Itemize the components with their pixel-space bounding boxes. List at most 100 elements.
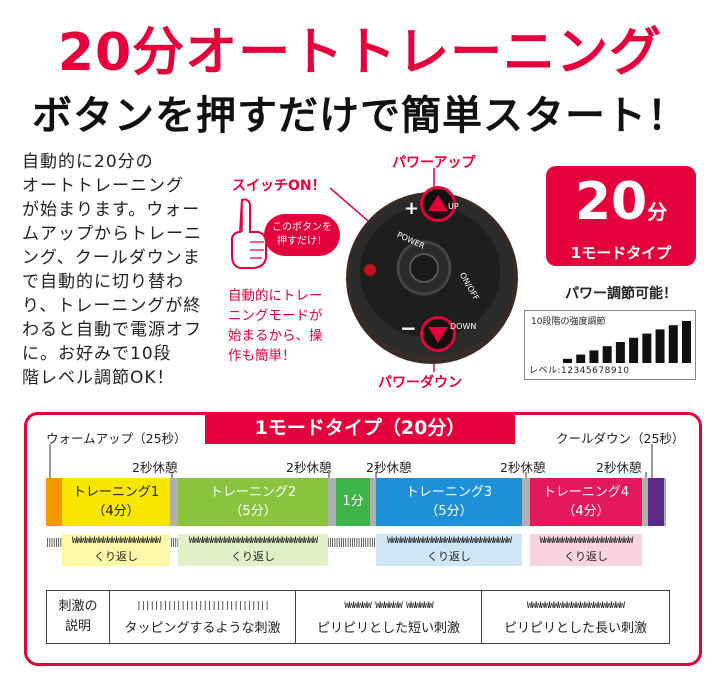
down-triangle-icon — [428, 327, 448, 343]
bubble-line: このボタンを — [272, 222, 332, 233]
mode-badge: 20分 1モードタイプ — [546, 166, 696, 266]
legend-item-text: タッピングするような刺激 — [124, 621, 281, 636]
power-button[interactable] — [410, 254, 438, 282]
intro-line: り、トレーニングが終 — [22, 296, 202, 316]
main-title: 20分オートトレーニング — [57, 23, 663, 83]
segment-training-3: トレーニング3 （5分） — [376, 478, 522, 526]
repeat-label: くり返し — [231, 550, 275, 563]
mode-number: 20分 — [546, 172, 696, 242]
segment-training-1: トレーニング1 （4分） — [62, 478, 170, 526]
level-bar — [642, 333, 652, 363]
auto-note: 自動的にトレー ニングモードが 始まるから、操 作も簡単！ — [228, 286, 323, 366]
intro-line: 自動的に20分の — [22, 152, 154, 172]
rest-label: 2秒休憩 — [500, 460, 546, 475]
legend-label-line: 刺激の — [58, 599, 98, 614]
minus-mark: − — [400, 316, 417, 340]
repeat-label: くり返し — [427, 550, 471, 563]
segment-time: （4分） — [92, 504, 140, 519]
intro-line: で自動的に切り替わ — [22, 272, 184, 292]
intro-line: わると自動で電源オフ — [22, 320, 202, 340]
stimulus-legend: 刺激の 説明 |||||||||||||||||||||||||||||| タッ… — [46, 590, 670, 644]
intro-line: が始まります。ウォー — [22, 200, 201, 220]
levels-footer: レベル:12345678910 — [529, 366, 630, 376]
up-text: UP — [448, 202, 459, 211]
cooldown-segment — [648, 478, 664, 526]
legend-short: WWWWWW WWWWWW WWWWWW ピリピリとした短い刺激 — [295, 591, 481, 643]
repeat-box-3: WWWWWWWWWWWWWWWWWWWWWWWWWWWW くり返し — [376, 534, 522, 566]
intro-line: ムアップからトレーニ — [22, 224, 202, 244]
repeat-label: くり返し — [564, 550, 608, 563]
warmup-segment — [46, 478, 62, 526]
segment-name: トレーニング2 — [209, 485, 297, 500]
intro-line: オートトレーニング — [22, 176, 184, 196]
auto-note-line: 始まるから、操 — [228, 328, 323, 344]
segment-name: トレーニング4 — [542, 485, 630, 500]
wave-pattern: WWWWWWWWWWWWWWWWWWWW — [71, 536, 161, 546]
intro-line: ング、クールダウンま — [22, 248, 201, 268]
repeat-box-1: WWWWWWWWWWWWWWWWWWWW くり返し — [62, 534, 170, 566]
power-up-label: パワーアップ — [392, 155, 476, 171]
wave-pattern: WWWWWWWWWWWWWWWWWWWWW — [539, 536, 634, 546]
mode-number-value: 20 — [574, 172, 648, 232]
segment-name: 1分 — [342, 494, 364, 509]
pointing-hand-icon — [231, 198, 267, 269]
repeat-box-2: WWWWWWWWWWWWWWWWWWWWWWWWWWWWW くり返し — [178, 534, 328, 566]
segment-time: （4分） — [562, 504, 610, 519]
wave-pattern: WWWWWW WWWWWW WWWWWW — [344, 601, 433, 611]
sub-title: ボタンを押すだけで簡単スタート！ — [32, 93, 688, 139]
switch-on-label: スイッチON！ — [232, 178, 326, 194]
intro-line: に。お好みで10段 — [22, 344, 172, 364]
device-controller — [346, 192, 518, 364]
segment-training-2: トレーニング2 （5分） — [178, 478, 328, 526]
rest-label: 2秒休憩 — [286, 460, 332, 475]
power-adjust-label: パワー調節可能！ — [565, 286, 677, 302]
rest-label: 2秒休憩 — [366, 460, 412, 475]
auto-note-line: 自動的にトレー — [228, 288, 323, 304]
legend-label: 刺激の 説明 — [47, 591, 109, 643]
wave-pattern: WWWWWWWWWWWWWWWWWWWWWW — [526, 601, 625, 611]
power-down-button[interactable] — [420, 316, 456, 352]
segment-name: トレーニング3 — [405, 485, 493, 500]
legend-item-text: ピリピリとした短い刺激 — [316, 621, 460, 636]
repeat-label: くり返し — [94, 550, 138, 563]
power-up-button[interactable] — [420, 186, 456, 222]
bubble-line: 押すだけ！ — [277, 236, 327, 247]
down-text: DOWN — [450, 322, 477, 331]
wave-pattern: WWWWWWWWWWWWWWWWWWWWWWWWWWWWW — [188, 536, 318, 546]
level-bar — [629, 337, 639, 363]
levels-title: 10段階の強度調節 — [531, 317, 606, 327]
wave-pattern: WWWWWWWWWWWWWWWWWWWWWWWWWWWW — [387, 536, 512, 546]
legend-item-text: ピリピリとした長い刺激 — [503, 621, 647, 636]
level-bar — [563, 358, 572, 363]
intro-line: 階レベル調節OK！ — [22, 368, 175, 388]
wave-pattern: |||||||||||||||||||||||||||||| — [136, 601, 270, 611]
level-bar — [615, 342, 625, 363]
power-down-label: パワーダウン — [378, 375, 462, 391]
timeline-ticks — [49, 444, 653, 478]
warmup-label: ウォームアップ（25秒） — [46, 431, 187, 446]
rest-label: 2秒休憩 — [596, 460, 642, 475]
level-bar — [668, 325, 678, 363]
cooldown-label: クールダウン（25秒） — [556, 431, 685, 446]
mode-type: 1モードタイプ — [570, 244, 672, 262]
segment-name: トレーニング1 — [72, 485, 160, 500]
hand-bubble: このボタンを 押すだけ！ — [264, 214, 340, 256]
level-bar — [655, 329, 665, 363]
levels-panel: 10段階の強度調節 レベル:12345678910 — [524, 310, 696, 380]
level-bars-chart — [563, 321, 691, 363]
segment-time: （5分） — [229, 504, 277, 519]
legend-long: WWWWWWWWWWWWWWWWWWWWWW ピリピリとした長い刺激 — [481, 591, 669, 643]
intro-text: 自動的に20分の オートトレーニング が始まります。ウォー ムアップからトレーニ… — [22, 150, 222, 390]
level-bar — [589, 350, 599, 363]
legend-tapping: |||||||||||||||||||||||||||||| タッピングするよう… — [109, 591, 295, 643]
repeat-box-4: WWWWWWWWWWWWWWWWWWWWW くり返し — [530, 534, 642, 566]
level-bar — [682, 321, 691, 363]
plus-mark: + — [404, 198, 420, 219]
segment-training-4: トレーニング4 （4分） — [530, 478, 642, 526]
up-triangle-icon — [428, 195, 448, 211]
auto-note-line: ニングモードが — [228, 308, 323, 324]
auto-note-line: 作も簡単！ — [228, 348, 296, 364]
rest-label: 2秒休憩 — [132, 460, 178, 475]
level-bar — [602, 346, 612, 363]
level-bar — [576, 354, 586, 363]
